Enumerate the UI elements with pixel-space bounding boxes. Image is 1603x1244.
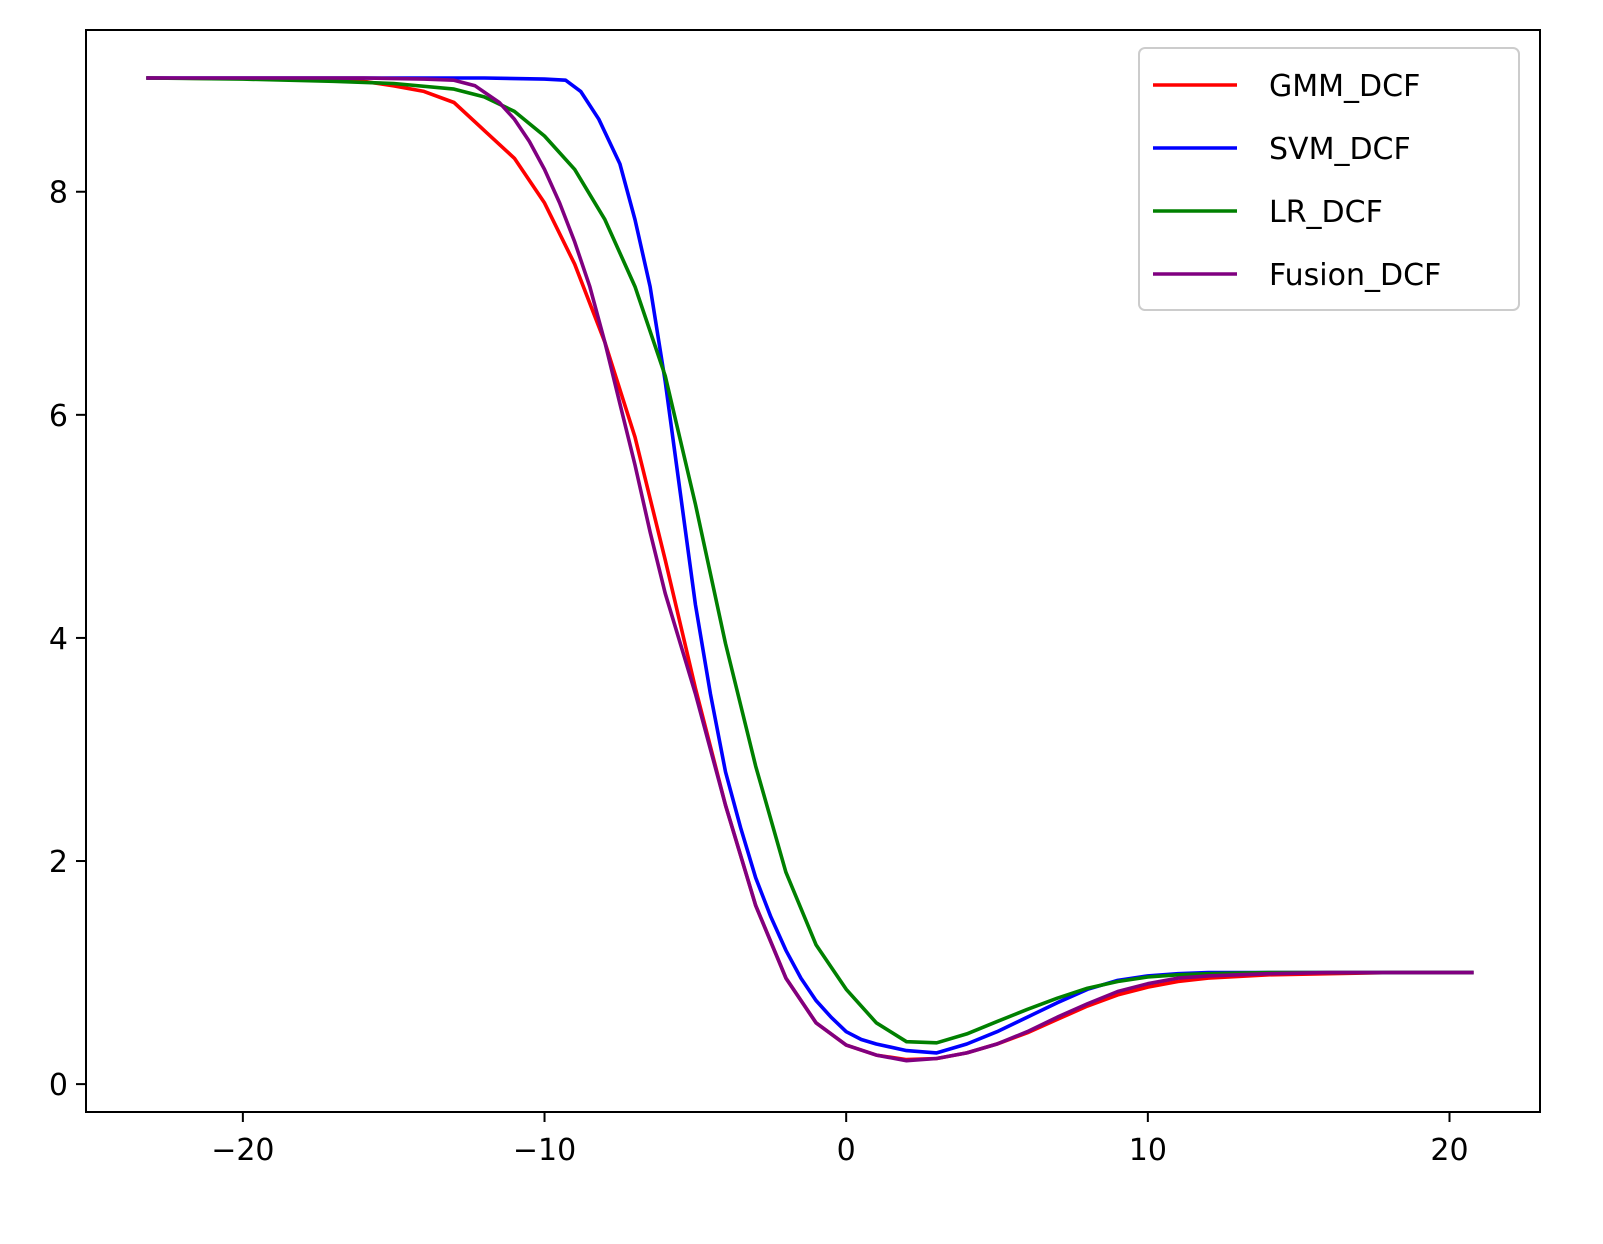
series-line-lr-dcf — [146, 76, 1474, 1045]
y-tick-label: 8 — [49, 176, 68, 211]
y-tick-label: 6 — [49, 399, 68, 434]
legend-box — [1138, 47, 1520, 311]
x-tick-label: 0 — [837, 1133, 856, 1168]
series-line-fusion-dcf — [146, 76, 1474, 1063]
x-tick-label: 20 — [1430, 1133, 1468, 1168]
x-axis: −20 −10 0 10 20 — [211, 1112, 1469, 1168]
x-tick-label: −20 — [211, 1133, 274, 1168]
y-axis: 0 2 4 6 8 — [49, 176, 86, 1103]
legend-label: LR_DCF — [1269, 195, 1383, 230]
plot-area — [85, 29, 1541, 1113]
x-tick-label: −10 — [513, 1133, 576, 1168]
y-tick-label: 2 — [49, 845, 68, 880]
legend-label: GMM_DCF — [1269, 69, 1420, 104]
legend-label: SVM_DCF — [1269, 132, 1411, 167]
legend: GMM_DCF SVM_DCF LR_DCF Fusion_DCF — [1138, 47, 1520, 311]
legend-label: Fusion_DCF — [1269, 258, 1441, 293]
x-tick-label: 10 — [1129, 1133, 1167, 1168]
y-tick-label: 4 — [49, 622, 68, 657]
axes-frame — [85, 29, 1541, 1113]
y-tick-label: 0 — [49, 1068, 68, 1103]
